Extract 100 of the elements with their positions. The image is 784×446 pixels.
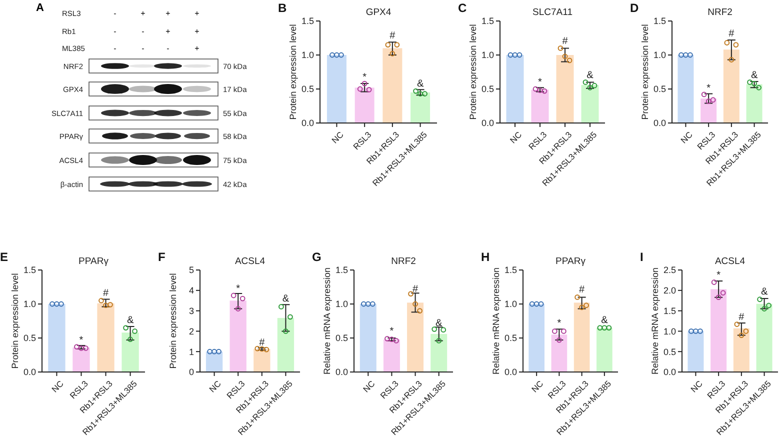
y-tick-label: 0.5 xyxy=(301,84,314,94)
bar xyxy=(206,352,223,372)
y-axis-title: Protein expression level xyxy=(468,24,478,120)
annotation: & xyxy=(282,294,290,305)
annotation: & xyxy=(126,315,134,326)
bar xyxy=(382,48,402,123)
y-tick-label: 3 xyxy=(188,306,194,316)
bar xyxy=(551,334,568,372)
text: + xyxy=(194,9,200,18)
x-tick-label: NC xyxy=(508,130,524,146)
y-tick-label: 1.5 xyxy=(663,306,676,316)
annotation: * xyxy=(716,270,721,282)
y-axis-title: Protein expression level xyxy=(10,273,20,369)
y-tick-label: 0.0 xyxy=(504,367,517,378)
chart-title: ACSL4 xyxy=(234,256,266,267)
y-tick-label: 0.5 xyxy=(23,333,36,344)
text: H xyxy=(481,250,490,264)
y-tick-label: 0.5 xyxy=(481,84,494,94)
y-axis-title: Relative mRNA expression xyxy=(650,267,660,375)
bar xyxy=(723,50,740,123)
y-tick-label: 1.5 xyxy=(653,16,666,26)
annotation: & xyxy=(601,315,608,326)
chart-title: SLC7A11 xyxy=(532,7,572,18)
y-tick-label: 0.0 xyxy=(335,367,348,378)
y-tick-label: 1.0 xyxy=(23,299,36,310)
bar xyxy=(430,334,448,372)
text: I xyxy=(640,250,644,264)
bar xyxy=(230,300,246,372)
bar xyxy=(326,55,346,123)
text: E xyxy=(0,250,8,264)
text: + xyxy=(140,9,146,18)
bar xyxy=(733,328,750,372)
bar xyxy=(688,331,704,372)
bar xyxy=(410,92,430,123)
annotation: # xyxy=(562,36,568,48)
text: + xyxy=(166,9,171,18)
y-tick-label: 1.5 xyxy=(504,265,517,276)
y-axis-title: Protein expression level xyxy=(288,24,298,120)
y-tick-label: 0 xyxy=(188,367,194,378)
y-tick-label: 0.0 xyxy=(653,118,666,128)
annotation: * xyxy=(236,283,240,294)
text: A xyxy=(36,2,44,14)
y-tick-label: 1.0 xyxy=(335,299,348,310)
text: - xyxy=(114,44,117,53)
text: - xyxy=(114,9,117,18)
bar xyxy=(581,84,599,123)
y-tick-label: 1.0 xyxy=(663,326,676,336)
y-tick-label: 1.5 xyxy=(335,265,348,276)
y-tick-label: 0.0 xyxy=(663,367,676,378)
bar xyxy=(72,348,90,372)
text: B xyxy=(278,1,287,15)
y-tick-label: 1.0 xyxy=(504,299,517,310)
x-tick-label: NC xyxy=(361,378,377,394)
y-tick-label: 1.5 xyxy=(481,16,494,26)
bar xyxy=(531,90,549,123)
text: + xyxy=(194,27,200,36)
chart-title: NRF2 xyxy=(708,7,732,18)
bar xyxy=(700,98,717,123)
x-tick-label: NC xyxy=(50,378,66,394)
y-axis-title: Protein expression level xyxy=(168,273,178,369)
bar xyxy=(746,84,762,123)
text: - xyxy=(166,44,170,53)
bar xyxy=(122,332,139,372)
annotation: * xyxy=(79,334,84,346)
y-tick-label: 1.5 xyxy=(301,16,314,26)
x-tick-label: NC xyxy=(330,130,346,146)
annotation: * xyxy=(706,83,711,94)
text: F xyxy=(158,250,166,264)
y-tick-label: 0.5 xyxy=(663,346,676,357)
bar xyxy=(574,302,590,372)
text: - xyxy=(142,27,145,36)
chart-title: GPX4 xyxy=(366,7,392,18)
annotation: & xyxy=(586,70,594,82)
chart-title: PPARγ xyxy=(78,256,109,267)
bar xyxy=(528,304,544,372)
text: - xyxy=(114,27,117,36)
x-tick-label: NC xyxy=(688,378,704,394)
x-tick-label: NC xyxy=(207,378,223,394)
x-tick-label: NC xyxy=(678,130,694,146)
annotation: & xyxy=(760,286,768,298)
y-tick-label: 0.5 xyxy=(335,333,348,344)
y-tick-label: 5 xyxy=(188,265,194,276)
y-axis-title: Relative mRNA expression xyxy=(491,267,501,375)
y-tick-label: 0.0 xyxy=(23,367,36,378)
y-tick-label: 0.5 xyxy=(653,84,666,94)
y-tick-label: 0.5 xyxy=(504,333,517,344)
annotation: # xyxy=(102,288,109,299)
text: + xyxy=(194,44,200,53)
bar xyxy=(383,339,400,372)
y-tick-label: 1.0 xyxy=(653,50,666,60)
y-axis-title: Protein expression level xyxy=(640,24,650,120)
text: G xyxy=(312,250,322,264)
y-axis-title: Relative mRNA expression xyxy=(322,267,332,375)
bar xyxy=(354,88,374,123)
bar xyxy=(678,55,694,123)
bar xyxy=(710,289,727,372)
chart-title: ACSL4 xyxy=(714,256,746,267)
y-tick-label: 2 xyxy=(188,326,194,336)
annotation: # xyxy=(579,284,586,296)
text: + xyxy=(166,27,171,36)
